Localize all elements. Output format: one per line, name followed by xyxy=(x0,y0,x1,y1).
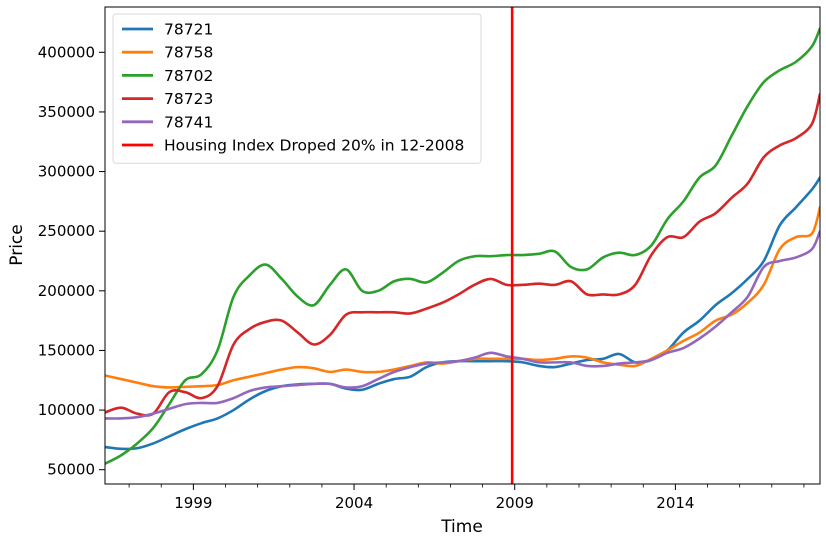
y-tick-label: 350000 xyxy=(38,103,95,121)
y-axis-title: Price xyxy=(7,224,27,265)
plot-frame xyxy=(104,6,821,485)
y-tick-label: 150000 xyxy=(38,341,95,359)
x-axis-title: Time xyxy=(440,517,483,537)
legend-entry-label: 78721 xyxy=(164,21,213,39)
legend-entry-label: 78741 xyxy=(164,113,213,131)
y-axis: 50000 100000 150000 200000 250000 300000 35000… xyxy=(38,43,105,479)
legend-entry-label: Housing Index Droped 20% in 12-2008 xyxy=(164,137,464,155)
x-tick-label: 2009 xyxy=(496,494,534,512)
x-axis: 1999 2004 2009 2014 xyxy=(128,484,805,512)
y-tick-label: 50000 xyxy=(47,461,95,479)
x-tick-label: 1999 xyxy=(174,494,212,512)
legend-entry-label: 78723 xyxy=(164,90,213,108)
series-line-78702 xyxy=(105,27,820,466)
series-line-78723 xyxy=(105,92,820,417)
legend-entry-label: 78758 xyxy=(164,44,213,62)
series-line-78741 xyxy=(105,229,820,420)
y-tick-label: 300000 xyxy=(38,163,95,181)
y-tick-label: 400000 xyxy=(38,43,95,61)
y-tick-label: 250000 xyxy=(38,222,95,240)
y-tick-label: 100000 xyxy=(38,401,95,419)
legend-entry-label: 78702 xyxy=(164,67,213,85)
legend: 78721 78758 78702 78723 78741 Housing Index D… xyxy=(112,13,482,164)
x-tick-label: 2014 xyxy=(656,494,694,512)
y-tick-label: 200000 xyxy=(38,282,95,300)
series-layer xyxy=(105,7,820,484)
x-tick-label: 2004 xyxy=(335,494,373,512)
legend-box xyxy=(112,13,482,164)
